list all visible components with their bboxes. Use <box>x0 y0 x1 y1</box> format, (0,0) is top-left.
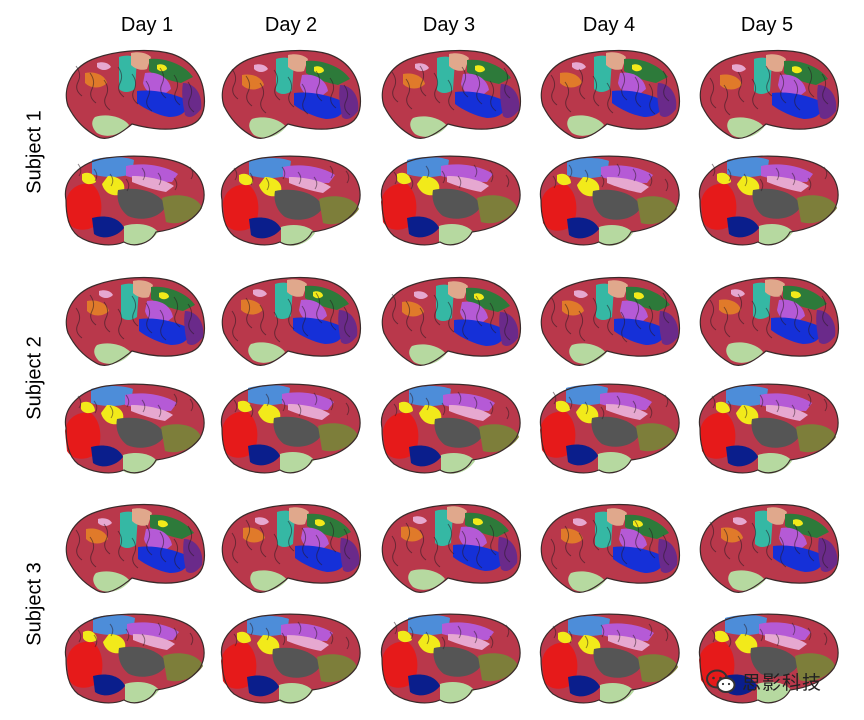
column-header-day-4: Day 4 <box>582 14 636 36</box>
brain-medial-subject-3-day-5 <box>698 613 839 704</box>
brain-lateral-subject-1-day-5 <box>699 49 840 139</box>
column-header-day-2: Day 2 <box>264 14 318 36</box>
brain-medial-subject-2-day-2 <box>220 383 361 474</box>
brain-medial-subject-3-day-2 <box>220 613 361 704</box>
brain-medial-subject-2-day-4 <box>539 383 680 474</box>
brain-lateral-subject-1-day-2 <box>221 49 362 139</box>
brain-lateral-subject-3-day-4 <box>540 503 681 593</box>
brain-medial-subject-3-day-1 <box>64 613 205 704</box>
row-header-label: Subject 1 <box>23 110 46 194</box>
brain-lateral-subject-1-day-4 <box>540 49 681 139</box>
brain-medial-subject-1-day-1 <box>64 155 205 246</box>
brain-lateral-subject-3-day-1 <box>65 503 206 593</box>
brain-medial-subject-1-day-2 <box>220 155 361 246</box>
watermark: 思影科技 <box>706 668 822 695</box>
brain-lateral-subject-2-day-1 <box>65 276 206 366</box>
watermark-text: 思影科技 <box>742 672 823 694</box>
brain-lateral-subject-3-day-2 <box>221 503 362 593</box>
row-header-label: Subject 3 <box>23 562 46 646</box>
column-header-day-1: Day 1 <box>120 14 174 36</box>
wechat-logo-icon <box>706 669 736 693</box>
brain-lateral-subject-2-day-5 <box>699 276 840 366</box>
row-header-label: Subject 2 <box>23 336 46 420</box>
brain-lateral-subject-3-day-5 <box>699 503 840 593</box>
brain-medial-subject-2-day-3 <box>380 383 521 474</box>
brain-lateral-subject-3-day-3 <box>381 503 522 593</box>
brain-lateral-subject-2-day-4 <box>540 276 681 366</box>
brain-lateral-subject-1-day-1 <box>65 49 206 139</box>
brain-lateral-subject-2-day-2 <box>221 276 362 366</box>
brain-medial-subject-1-day-5 <box>698 155 839 246</box>
brain-medial-subject-1-day-3 <box>380 155 521 246</box>
brain-medial-subject-3-day-3 <box>380 613 521 704</box>
column-header-day-5: Day 5 <box>740 14 794 36</box>
brain-lateral-subject-2-day-3 <box>381 276 522 366</box>
brain-lateral-subject-1-day-3 <box>381 49 522 139</box>
brain-medial-subject-1-day-4 <box>539 155 680 246</box>
column-header-day-3: Day 3 <box>422 14 476 36</box>
brain-medial-subject-2-day-1 <box>64 383 205 474</box>
brain-medial-subject-2-day-5 <box>698 383 839 474</box>
brain-medial-subject-3-day-4 <box>539 613 680 704</box>
